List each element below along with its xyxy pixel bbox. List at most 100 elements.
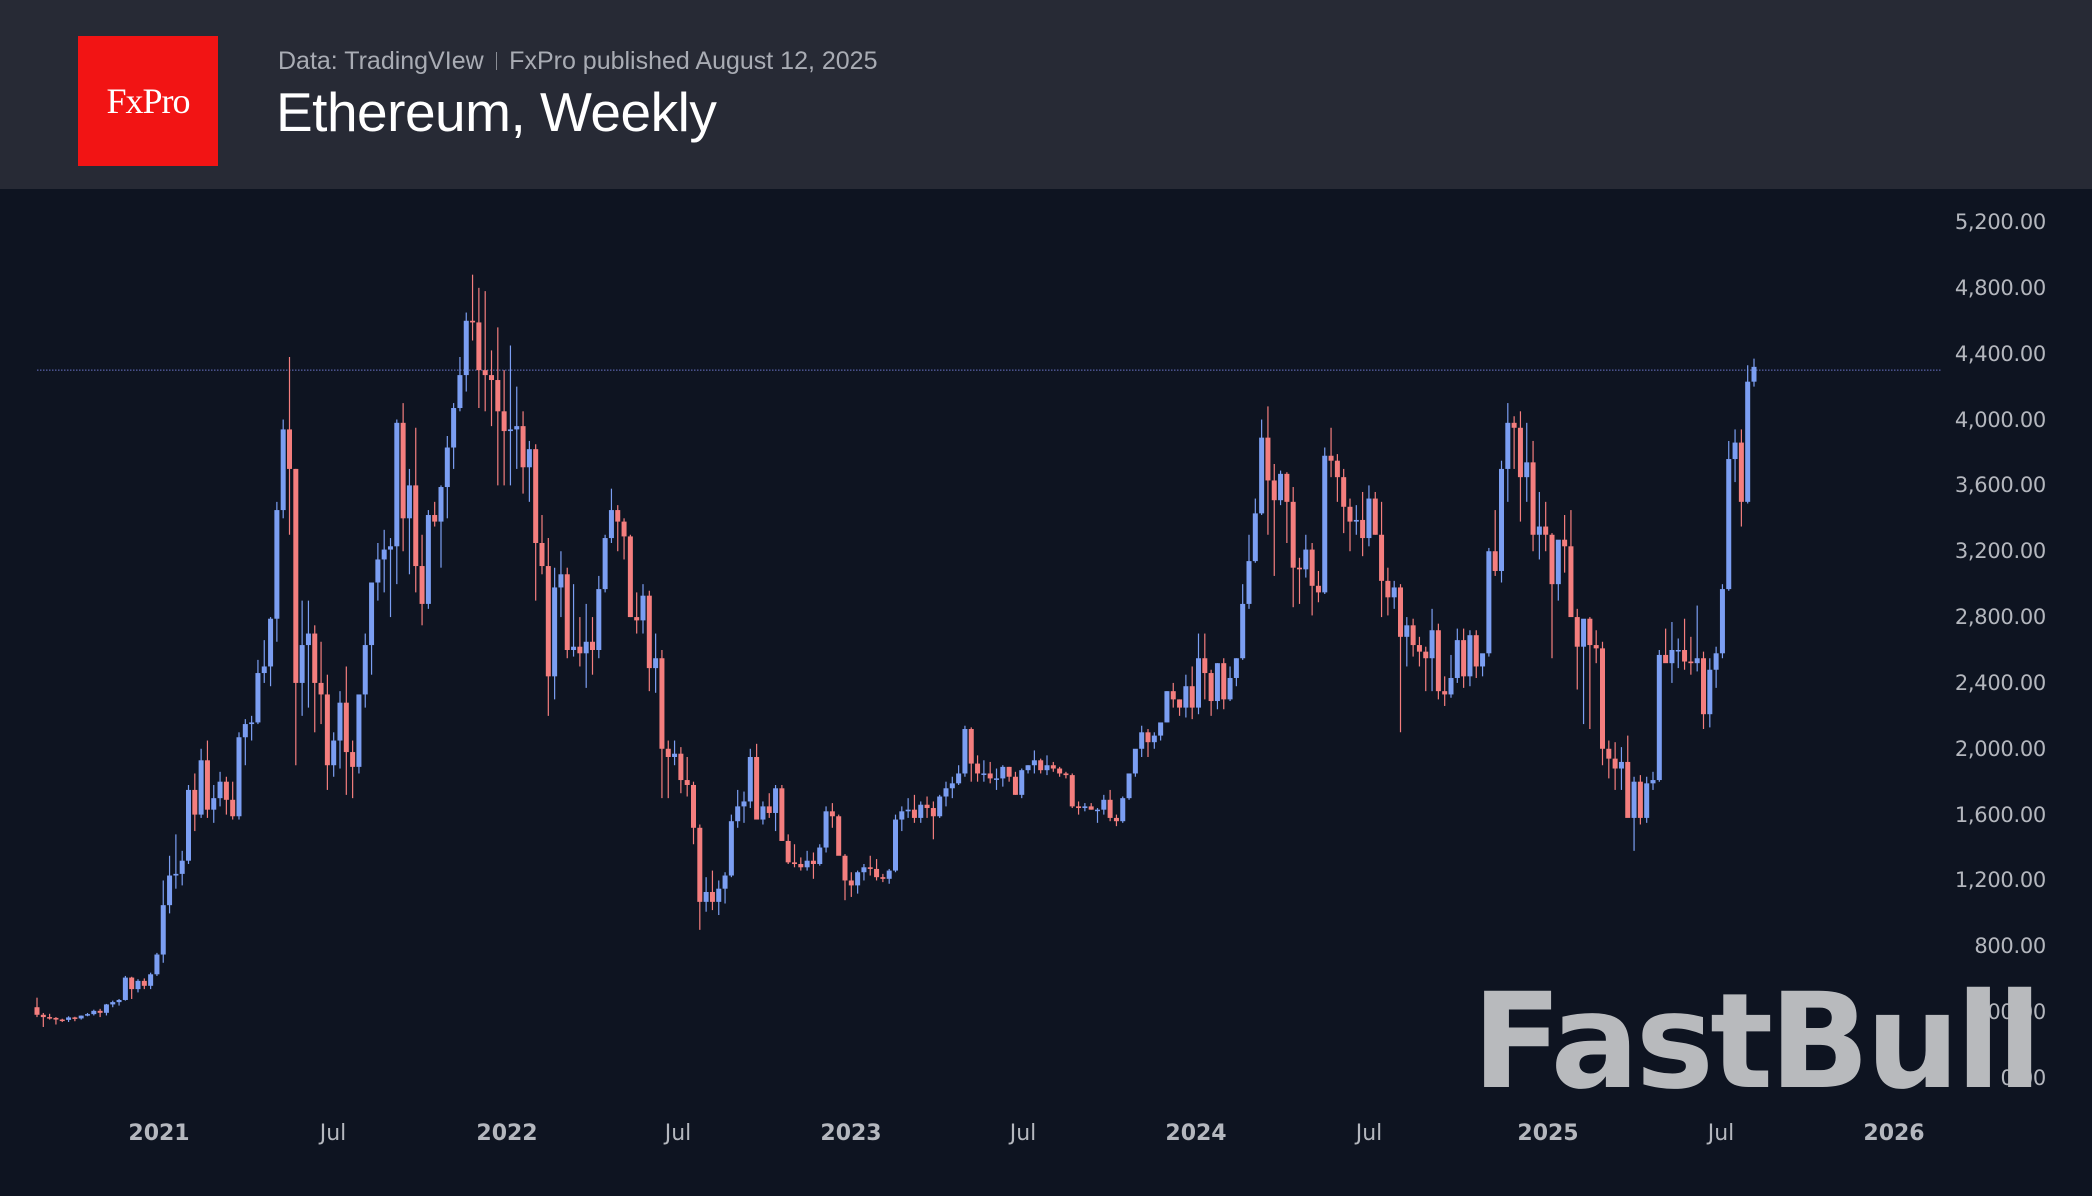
candle [634,592,640,634]
candle [577,617,583,667]
candle [1524,422,1530,502]
candle [1177,699,1183,716]
candle [1000,765,1006,787]
candle [1726,440,1732,591]
candle [1404,617,1410,667]
candle [1562,515,1568,573]
candle [135,979,141,993]
candle [167,855,173,914]
candle [608,488,614,543]
candle [1461,628,1467,688]
candle [520,411,526,494]
candle [451,403,457,469]
candle [975,755,981,782]
candle [457,356,463,412]
candle [1543,501,1549,552]
candle [728,814,734,878]
candle [621,518,627,560]
candle [1183,674,1189,718]
candle [91,1009,97,1016]
candle [886,868,892,884]
candle [1410,618,1416,657]
candle [1322,447,1328,595]
candle [766,793,772,818]
candle [318,641,324,725]
candle [312,625,318,733]
candle [1435,623,1441,700]
candle [337,691,343,769]
candle [735,789,741,828]
x-tick-label: 2021 [128,1121,190,1146]
candle [1505,403,1511,502]
candle [255,659,261,725]
candle [141,978,147,990]
candle [350,740,356,799]
candle [1675,638,1681,669]
chart-subtitle: Data: TradingVIew FxPro published August … [278,47,877,76]
candle [116,998,122,1006]
candle [1549,533,1555,659]
candle [817,844,823,866]
candle [956,765,962,785]
candle [1164,691,1170,723]
candle [268,617,274,687]
candle [747,748,753,809]
candle [1688,636,1694,675]
candle [1315,570,1321,603]
candle [331,732,337,777]
y-tick-label: 2,400.00 [1954,670,2046,695]
candle [1126,773,1132,800]
candle [665,740,671,799]
candle [1120,796,1126,823]
candle [773,784,779,832]
candle [34,997,40,1018]
candle [1492,510,1498,576]
candle [1398,584,1403,733]
x-tick-label: Jul [1355,1121,1383,1146]
candle [1738,429,1744,527]
candle [760,801,766,825]
candle [1309,543,1315,616]
candle [356,694,362,774]
candle [40,1012,46,1027]
candle [1423,646,1429,692]
candle [571,584,577,657]
candle [413,427,419,593]
candle [1650,771,1656,790]
y-tick-label: 3,600.00 [1954,473,2046,498]
y-tick-label: 4,800.00 [1954,275,2046,300]
candle [1480,653,1486,677]
y-tick-label: 2,000.00 [1954,736,2046,761]
candle [1252,498,1258,563]
candle [242,719,248,766]
y-tick-label: 3,200.00 [1954,539,2046,564]
candle [1429,608,1435,692]
candle [1416,636,1422,667]
candle [211,784,217,823]
candle [602,534,608,593]
candle [154,952,160,976]
candle [1265,406,1271,535]
candle [198,748,204,818]
candle [1745,365,1751,504]
candle [514,386,520,469]
candle [148,972,154,990]
x-tick-label: 2023 [820,1121,882,1146]
candle [293,468,299,766]
candle [1012,771,1018,795]
candle [299,600,305,716]
candle [122,975,128,1001]
candle [1499,460,1504,583]
candle [97,1008,103,1018]
y-tick-label: 400.00 [1974,1000,2046,1025]
candle [539,515,545,575]
candle [406,468,412,575]
candle [1132,748,1138,777]
candle [1353,505,1359,535]
candle [848,872,854,897]
candle [678,747,684,794]
candle [1328,427,1334,478]
candle [1189,666,1195,720]
candle [709,870,715,911]
candle [583,603,589,688]
